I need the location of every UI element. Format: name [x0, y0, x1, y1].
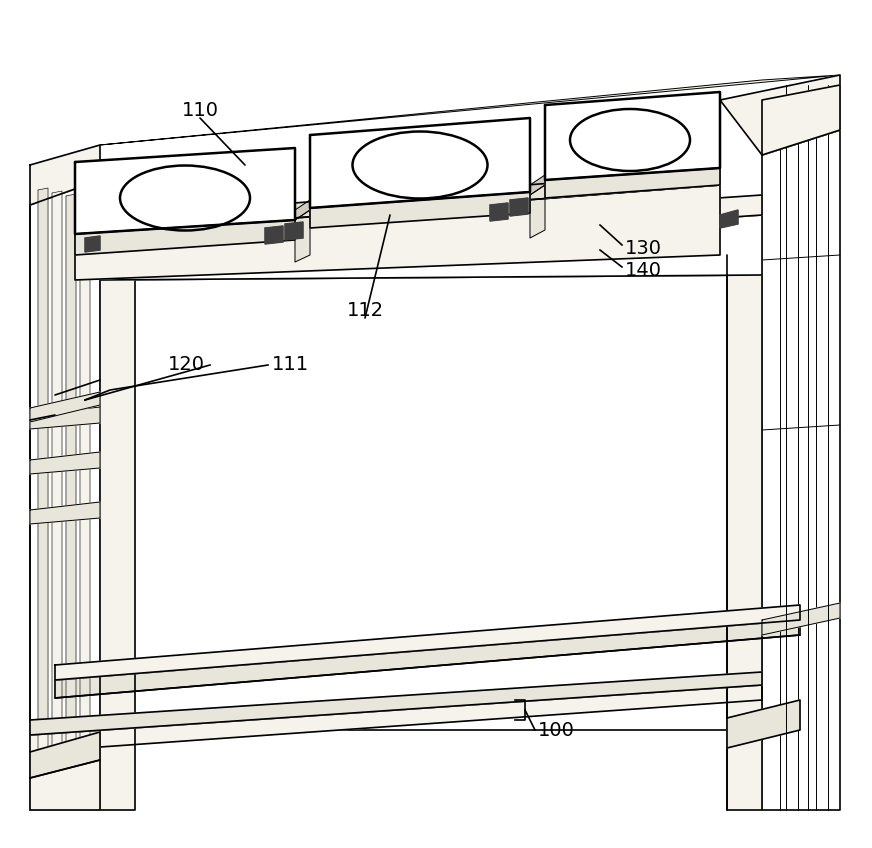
Polygon shape [762, 603, 840, 635]
Polygon shape [545, 168, 720, 198]
Polygon shape [100, 275, 762, 730]
Polygon shape [55, 605, 800, 680]
Text: 110: 110 [181, 101, 219, 120]
Polygon shape [100, 75, 840, 145]
Polygon shape [310, 192, 530, 228]
Polygon shape [38, 188, 48, 810]
Polygon shape [310, 118, 530, 208]
Polygon shape [490, 203, 508, 221]
Polygon shape [66, 194, 76, 810]
Polygon shape [30, 180, 100, 810]
Polygon shape [30, 502, 100, 524]
Polygon shape [30, 760, 100, 810]
Polygon shape [265, 226, 283, 244]
Polygon shape [75, 185, 720, 280]
Polygon shape [55, 620, 800, 698]
Polygon shape [727, 700, 800, 748]
Text: 130: 130 [625, 238, 662, 258]
Polygon shape [30, 732, 100, 778]
Polygon shape [52, 191, 62, 810]
Polygon shape [80, 197, 90, 810]
Polygon shape [75, 148, 295, 234]
Polygon shape [75, 220, 295, 255]
Text: 120: 120 [168, 355, 205, 375]
Polygon shape [75, 170, 720, 235]
Text: 100: 100 [538, 721, 575, 739]
Polygon shape [30, 145, 100, 205]
Polygon shape [85, 236, 100, 252]
Polygon shape [727, 245, 762, 810]
Polygon shape [762, 85, 840, 155]
Text: 140: 140 [625, 260, 662, 280]
Text: 112: 112 [346, 300, 384, 320]
Polygon shape [100, 265, 135, 810]
Polygon shape [762, 130, 840, 810]
Polygon shape [545, 92, 720, 180]
Polygon shape [530, 175, 545, 195]
Polygon shape [285, 222, 303, 240]
Polygon shape [510, 198, 528, 216]
Polygon shape [100, 195, 762, 260]
Polygon shape [530, 185, 545, 238]
Polygon shape [295, 200, 310, 220]
Polygon shape [30, 452, 100, 474]
Polygon shape [30, 685, 762, 752]
Polygon shape [720, 210, 738, 228]
Polygon shape [30, 407, 100, 429]
Polygon shape [100, 215, 762, 280]
Text: 111: 111 [272, 355, 310, 375]
Polygon shape [295, 210, 310, 262]
Polygon shape [720, 75, 840, 155]
Polygon shape [30, 392, 100, 422]
Polygon shape [30, 672, 762, 735]
